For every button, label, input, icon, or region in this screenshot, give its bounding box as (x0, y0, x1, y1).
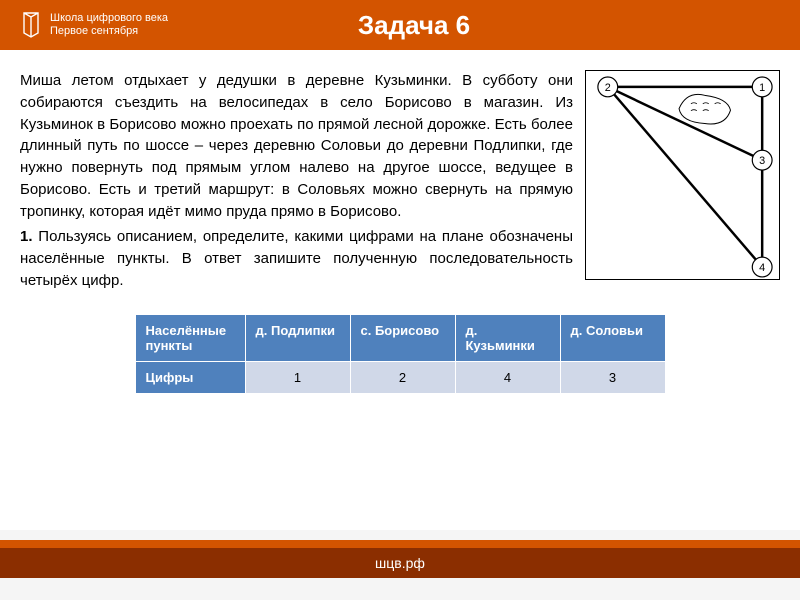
table-value-row: Цифры 1 2 4 3 (135, 361, 665, 393)
content: Миша летом отдыхает у дедушки в деревне … (0, 50, 800, 530)
table-header-row: Населённые пункты д. Подлипки с. Борисов… (135, 314, 665, 361)
row-label: Цифры (135, 361, 245, 393)
plan-diagram: 1 2 3 4 (585, 70, 780, 280)
svg-text:2: 2 (605, 82, 611, 94)
diagram-column: 1 2 3 4 (585, 70, 780, 296)
header-label: Населённые пункты (135, 314, 245, 361)
problem-paragraph: Миша летом отдыхает у дедушки в деревне … (20, 70, 573, 222)
table-wrap: Населённые пункты д. Подлипки с. Борисов… (20, 314, 780, 394)
val-0: 1 (245, 361, 350, 393)
val-2: 4 (455, 361, 560, 393)
col-1: с. Борисово (350, 314, 455, 361)
main-row: Миша летом отдыхает у дедушки в деревне … (20, 70, 780, 296)
footer-stripe (0, 540, 800, 548)
svg-text:4: 4 (759, 262, 765, 274)
val-1: 2 (350, 361, 455, 393)
header-bar: Школа цифрового века Первое сентября Зад… (0, 0, 800, 50)
footer-text: шцв.рф (375, 555, 425, 571)
question-number: 1. (20, 228, 33, 245)
col-0: д. Подлипки (245, 314, 350, 361)
settlements-table: Населённые пункты д. Подлипки с. Борисов… (135, 314, 666, 394)
col-2: д. Кузьминки (455, 314, 560, 361)
problem-text: Миша летом отдыхает у дедушки в деревне … (20, 70, 573, 296)
page-title: Задача 6 (48, 10, 780, 41)
footer-bar: шцв.рф (0, 548, 800, 578)
problem-question: 1. Пользуясь описанием, определите, каки… (20, 226, 573, 291)
svg-text:1: 1 (759, 82, 765, 94)
svg-text:3: 3 (759, 155, 765, 167)
col-3: д. Соловьи (560, 314, 665, 361)
logo-icon (20, 11, 42, 39)
val-3: 3 (560, 361, 665, 393)
question-text: Пользуясь описанием, определите, какими … (20, 228, 573, 289)
